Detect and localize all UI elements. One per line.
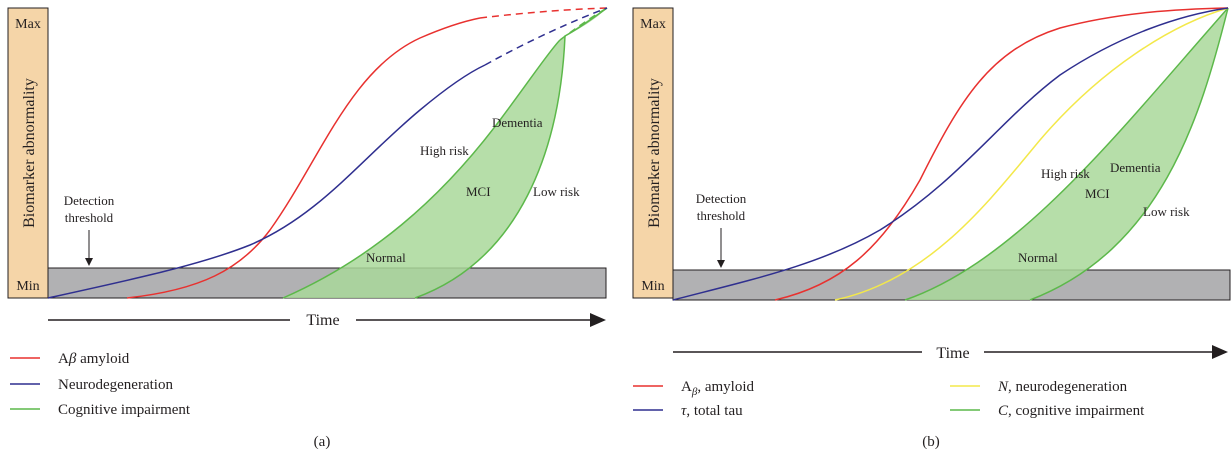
panel-a-time-arrow-head xyxy=(590,313,606,327)
panel-b-y-min: Min xyxy=(641,279,664,294)
panel-b-time-title: Time xyxy=(936,345,969,362)
panel-a-detection-line1: Detection xyxy=(64,193,115,208)
panel-a-label-high-risk: High risk xyxy=(420,143,469,158)
panel-b-label-mci: MCI xyxy=(1085,186,1110,201)
panel-a-y-title: Biomarker abnormality xyxy=(21,78,38,228)
panel-b-label-normal: Normal xyxy=(1018,250,1058,265)
panel-b-detection-arrow-head xyxy=(717,260,725,268)
panel-b-legend-tau-text: τ, total tau xyxy=(681,403,743,419)
panel-a-legend-neuro-text: Neurodegeneration xyxy=(58,377,173,393)
panel-a-label-dementia: Dementia xyxy=(492,115,543,130)
panel-b-detection-line2: threshold xyxy=(697,208,746,223)
panel-a-label-low-risk: Low risk xyxy=(533,184,580,199)
panel-a-time-title: Time xyxy=(306,312,339,329)
panel-b-detection-line1: Detection xyxy=(696,191,747,206)
panel-b-legend-cognitive-text: C, cognitive impairment xyxy=(998,403,1145,419)
panel-a-cognitive-fill xyxy=(283,36,565,298)
panel-b-time-arrow-head xyxy=(1212,345,1228,359)
panel-a-label-mci: MCI xyxy=(466,184,491,199)
panel-a-detection-line2: threshold xyxy=(65,210,114,225)
panel-b-legend-n-neuro-text: N, neurodegeneration xyxy=(997,379,1128,395)
panel-a-y-min: Min xyxy=(16,279,39,294)
panel-a-y-max: Max xyxy=(15,17,41,32)
panel-b-label-high-risk: High risk xyxy=(1041,166,1090,181)
panel-b: Max Min Biomarker abnormality Dementia H… xyxy=(633,8,1230,450)
panel-b-y-title: Biomarker abnormality xyxy=(646,78,663,228)
panel-a: Max Min Biomarker abnormality Dementia H… xyxy=(8,8,607,450)
panel-a-amyloid-dashed xyxy=(480,8,607,18)
panel-b-y-max: Max xyxy=(640,17,666,32)
panel-a-legend-cognitive-text: Cognitive impairment xyxy=(58,402,191,418)
panel-b-label-low-risk: Low risk xyxy=(1143,204,1190,219)
panel-b-label-dementia: Dementia xyxy=(1110,160,1161,175)
panel-a-detection-arrow-head xyxy=(85,258,93,266)
panel-a-legend-amyloid-text: Aβ amyloid xyxy=(58,351,130,367)
panel-b-letter: (b) xyxy=(922,434,940,450)
panel-a-label-normal: Normal xyxy=(366,250,406,265)
panel-a-letter: (a) xyxy=(314,434,331,450)
panel-b-legend-amyloid-text: Aβ, amyloid xyxy=(681,379,754,398)
